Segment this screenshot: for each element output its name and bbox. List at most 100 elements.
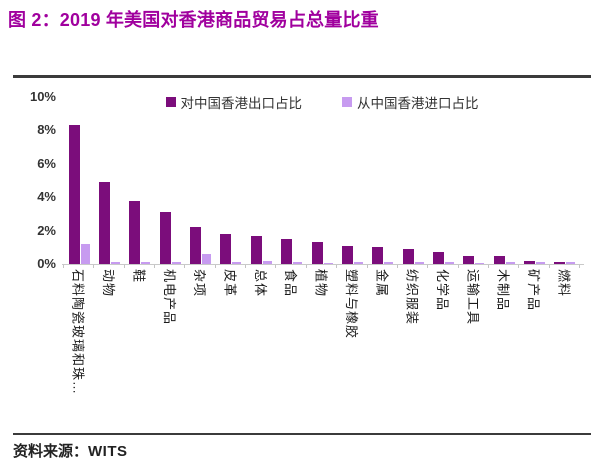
source-line: 资料来源：WITS <box>13 440 128 461</box>
export-bar <box>68 125 80 264</box>
import-bar <box>141 262 151 264</box>
x-category-cell: 机电产品 <box>155 269 185 419</box>
x-category-cell: 燃料 <box>550 269 580 419</box>
x-category-cell: 植物 <box>307 269 337 419</box>
legend-item-import: 从中国香港进口占比 <box>342 92 479 112</box>
x-category-cell: 纺织服装 <box>398 269 428 419</box>
axis-tick <box>245 265 247 268</box>
export-bar <box>432 252 444 264</box>
legend-label-export: 对中国香港出口占比 <box>180 96 303 111</box>
bar-group <box>125 97 155 264</box>
x-category-cell: 杂项 <box>185 269 215 419</box>
export-bar <box>311 242 323 264</box>
x-category-cell: 食品 <box>277 269 307 419</box>
x-axis-category-labels: 石料陶瓷玻璃和珠… 动物鞋机电产品 杂项 皮革 总体 食品 植物 塑料与橡胶 金属 纺织服装 化学品… <box>64 269 580 419</box>
bar-group <box>519 97 549 264</box>
legend-item-export: 对中国香港出口占比 <box>165 92 303 112</box>
y-tick-label: 8% <box>37 122 56 138</box>
x-category-cell: 木制品 <box>489 269 519 419</box>
x-category-label: 食品 <box>283 269 299 298</box>
export-bar <box>524 260 536 264</box>
export-bar <box>99 182 111 264</box>
bar-group <box>307 97 337 264</box>
x-category-label: 动物 <box>101 269 117 298</box>
export-bar <box>341 245 353 264</box>
x-category-label: 塑料与橡胶 <box>343 269 359 340</box>
axis-tick <box>579 265 580 268</box>
top-divider <box>13 75 591 78</box>
bottom-divider <box>13 433 591 435</box>
export-bar <box>493 255 505 264</box>
x-category-label: 木制品 <box>495 269 511 312</box>
import-bar <box>505 262 515 264</box>
import-bar <box>232 261 242 264</box>
axis-tick <box>93 265 95 268</box>
x-category-cell: 皮革 <box>216 269 246 419</box>
import-bar <box>414 262 424 264</box>
x-category-label: 植物 <box>313 269 329 298</box>
axis-tick <box>305 265 307 268</box>
export-bar <box>159 212 171 264</box>
x-axis-line <box>62 264 584 265</box>
bar-group <box>94 97 124 264</box>
axis-tick <box>518 265 520 268</box>
axis-tick <box>427 265 429 268</box>
bar-group <box>246 97 276 264</box>
import-bar <box>323 263 333 264</box>
x-category-cell: 化学品 <box>428 269 458 419</box>
axis-tick <box>275 265 277 268</box>
x-category-cell: 鞋 <box>125 269 155 419</box>
bar-group <box>398 97 428 264</box>
export-bar <box>402 248 414 264</box>
import-bar <box>171 262 181 264</box>
axis-tick <box>336 265 338 268</box>
x-category-label: 矿产品 <box>526 269 542 312</box>
x-category-cell: 金属 <box>368 269 398 419</box>
x-category-cell: 塑料与橡胶 <box>337 269 367 419</box>
y-tick-label: 6% <box>37 155 56 171</box>
axis-tick <box>366 265 368 268</box>
import-bar <box>566 262 576 264</box>
export-bar <box>190 227 202 264</box>
bar-group <box>185 97 215 264</box>
export-bar <box>129 200 141 264</box>
axis-tick <box>396 265 398 268</box>
export-bar <box>220 233 232 264</box>
axis-tick <box>457 265 459 268</box>
x-category-label: 杂项 <box>192 269 208 298</box>
bar-group <box>459 97 489 264</box>
import-bar <box>384 262 394 264</box>
x-category-cell: 矿产品 <box>519 269 549 419</box>
import-bar <box>262 260 272 264</box>
x-category-cell: 石料陶瓷玻璃和珠… <box>64 269 94 419</box>
export-bar <box>250 235 262 264</box>
axis-tick <box>548 265 550 268</box>
source-value: WITS <box>88 443 128 460</box>
x-category-cell: 运输工具 <box>459 269 489 419</box>
axis-tick <box>184 265 186 268</box>
x-category-cell: 总体 <box>246 269 276 419</box>
import-bar <box>536 262 546 264</box>
axis-tick <box>154 265 156 268</box>
axis-tick <box>214 265 216 268</box>
bar-group <box>489 97 519 264</box>
bar-group <box>277 97 307 264</box>
chart-legend: 对中国香港出口占比 从中国香港进口占比 <box>62 93 582 111</box>
x-category-label: 燃料 <box>556 269 572 298</box>
export-bar <box>554 261 566 264</box>
export-bar <box>372 247 384 264</box>
bar-group <box>337 97 367 264</box>
x-category-label: 化学品 <box>434 269 450 312</box>
bar-group <box>368 97 398 264</box>
export-bar <box>281 238 293 264</box>
source-label: 资料来源： <box>13 444 89 460</box>
axis-tick <box>63 265 64 268</box>
x-category-label: 金属 <box>374 269 390 298</box>
import-bar <box>475 263 485 264</box>
y-tick-label: 0% <box>37 256 56 271</box>
axis-tick <box>123 265 125 268</box>
x-category-label: 石料陶瓷玻璃和珠… <box>70 269 86 396</box>
bar-group <box>216 97 246 264</box>
plot-area <box>64 97 580 264</box>
